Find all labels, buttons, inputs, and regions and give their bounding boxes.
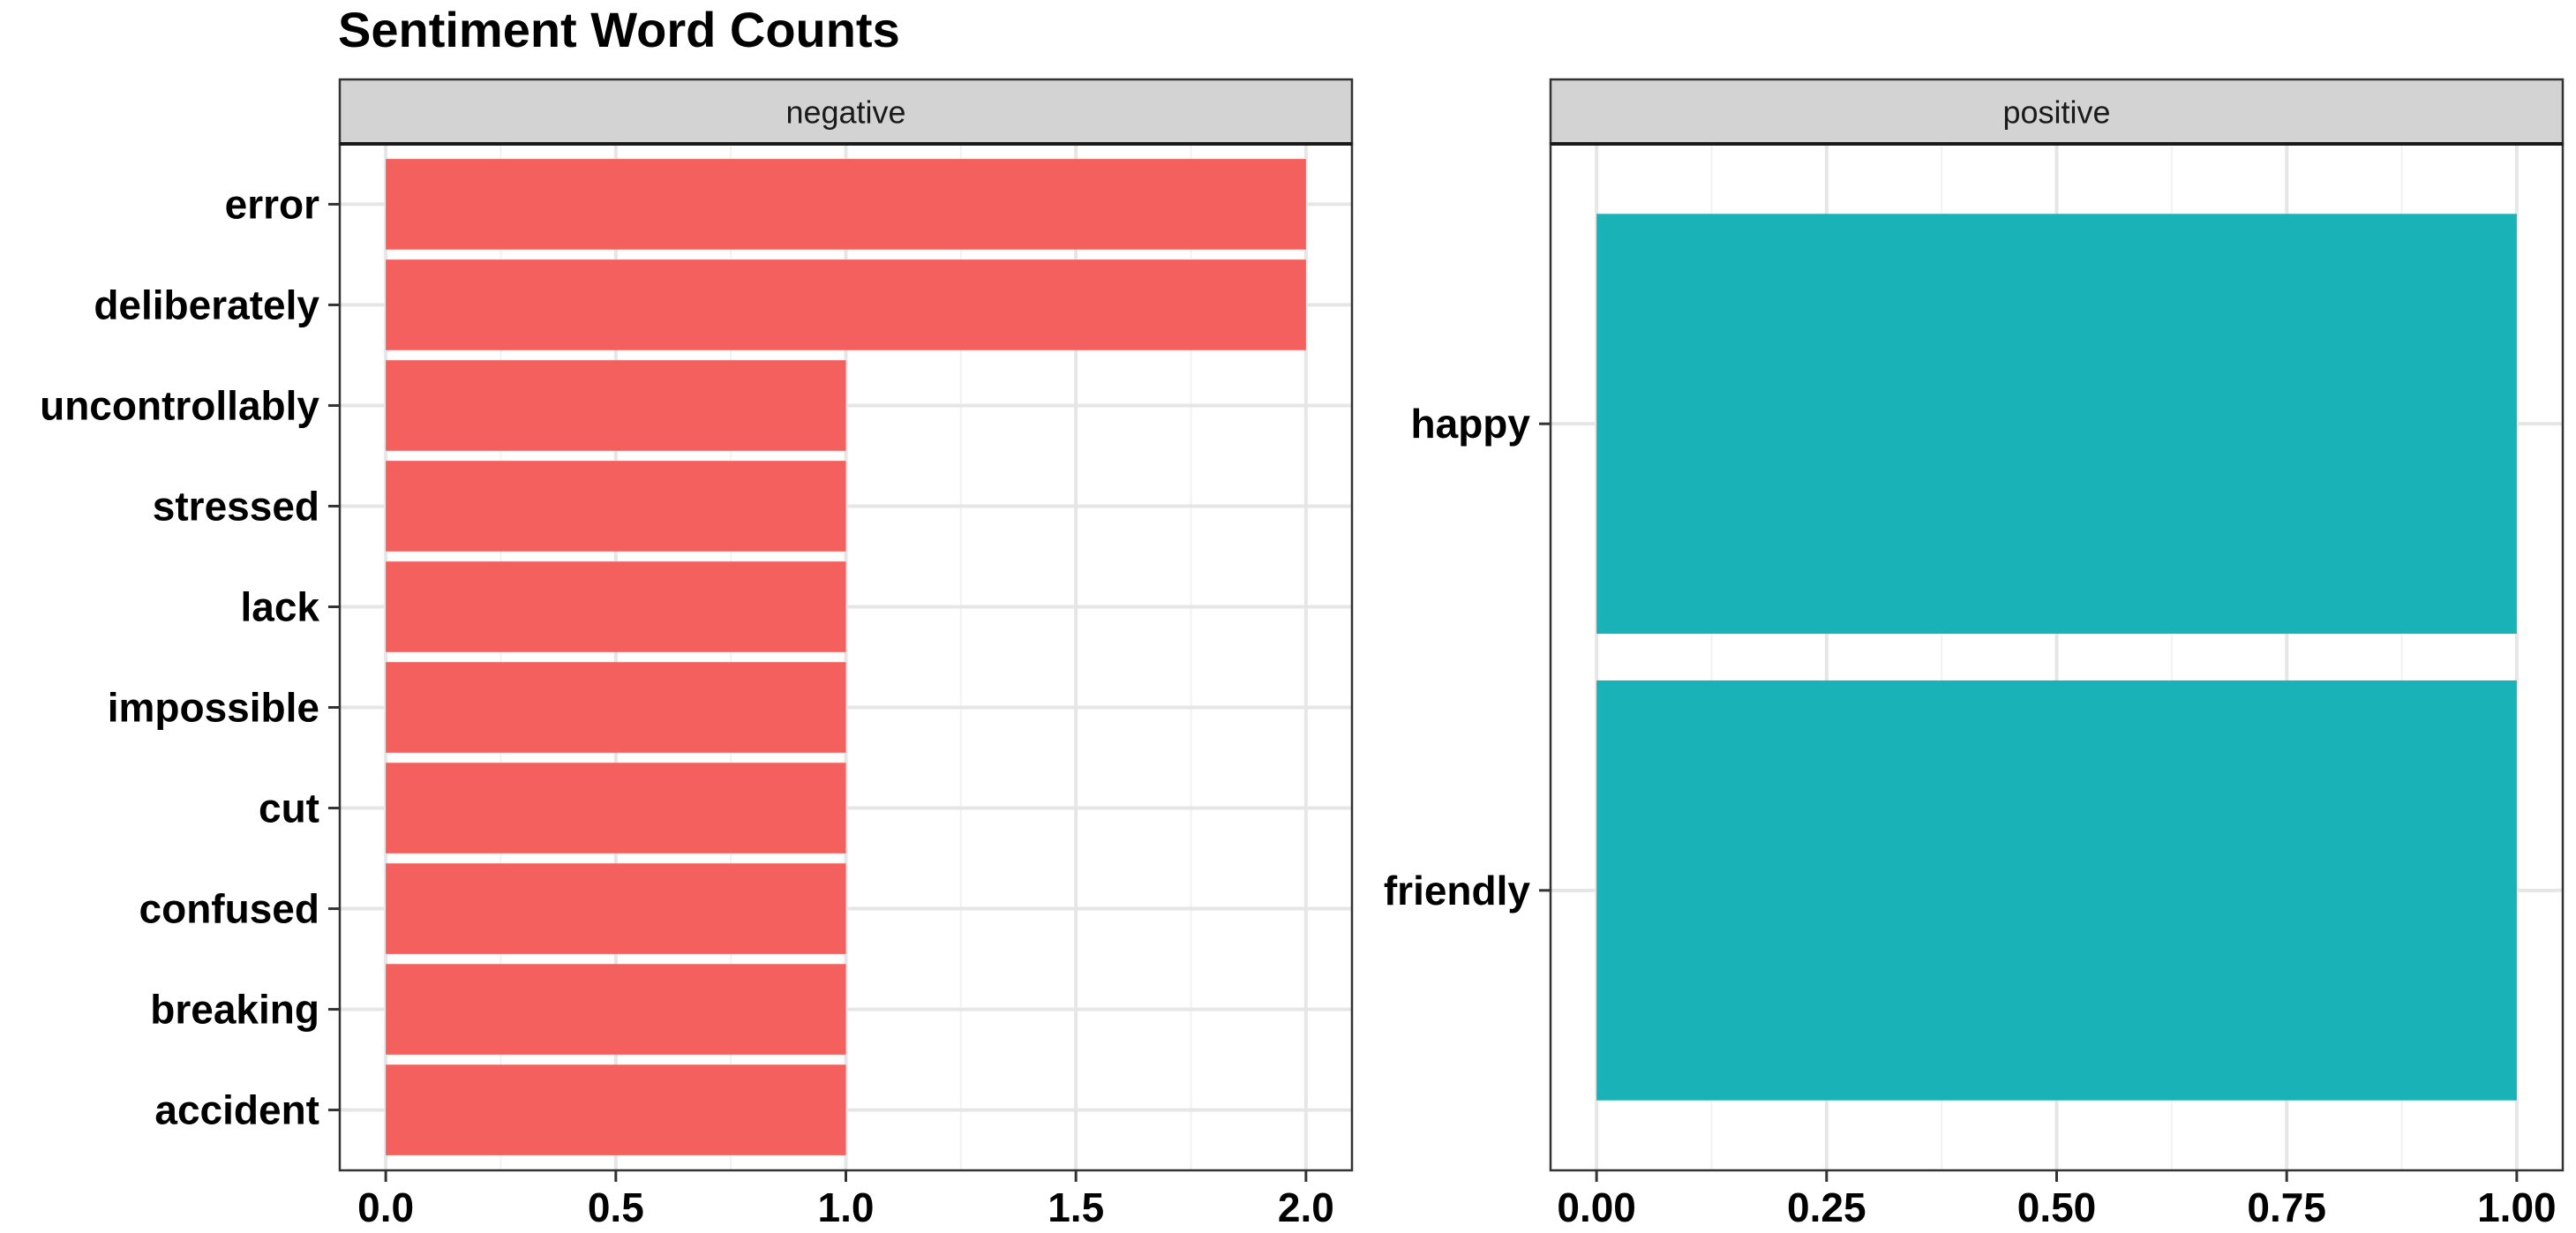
facet-positive: positive happy friendly 0.00 0.25 0.50 0.75 1.0…	[1384, 78, 2565, 1230]
chart-title: Sentiment Word Counts	[338, 2, 900, 57]
y-tick-label: stressed	[153, 483, 319, 529]
bar-uncontrollably	[386, 360, 846, 451]
bar-accident	[386, 1064, 846, 1155]
x-tick-label: 0.25	[1787, 1184, 1866, 1230]
bar-deliberately	[386, 259, 1306, 350]
facet-panels: negative error deliberately uncontrollably s…	[40, 78, 2565, 1230]
y-tick-label: breaking	[150, 987, 319, 1033]
bar-error	[386, 159, 1306, 250]
bar-breaking	[386, 964, 846, 1055]
x-tick-label: 1.00	[2477, 1184, 2557, 1230]
bar-confused	[386, 863, 846, 954]
bar-happy	[1596, 214, 2517, 635]
facet-strip-label: negative	[785, 94, 905, 131]
facet-strip	[1549, 78, 2565, 146]
y-tick-label: deliberately	[94, 282, 319, 327]
bar-lack	[386, 561, 846, 652]
bar-stressed	[386, 461, 846, 552]
bar-cut	[386, 763, 846, 853]
y-tick-label: impossible	[108, 685, 319, 731]
x-tick-label: 0.0	[357, 1184, 414, 1230]
facet-strip	[338, 78, 1354, 146]
facet-strip-label: positive	[2002, 94, 2110, 131]
bar-impossible	[386, 662, 846, 753]
y-tick-label: confused	[139, 886, 319, 932]
y-tick-label: cut	[259, 786, 319, 831]
x-tick-label: 1.5	[1048, 1184, 1104, 1230]
y-tick-label: friendly	[1384, 868, 1531, 913]
x-tick-label: 0.5	[588, 1184, 644, 1230]
x-tick-label: 0.75	[2247, 1184, 2326, 1230]
x-tick-label: 0.50	[2017, 1184, 2097, 1230]
facet-negative: negative error deliberately uncontrollably s…	[40, 78, 1354, 1230]
y-tick-label: happy	[1411, 401, 1531, 447]
bar-friendly	[1596, 680, 2517, 1101]
y-tick-label: accident	[154, 1087, 319, 1133]
y-tick-label: lack	[240, 583, 319, 629]
y-tick-label: error	[225, 181, 319, 227]
x-tick-label: 2.0	[1278, 1184, 1334, 1230]
y-tick-label: uncontrollably	[40, 382, 319, 428]
x-tick-label: 0.00	[1557, 1184, 1636, 1230]
x-tick-label: 1.0	[818, 1184, 875, 1230]
